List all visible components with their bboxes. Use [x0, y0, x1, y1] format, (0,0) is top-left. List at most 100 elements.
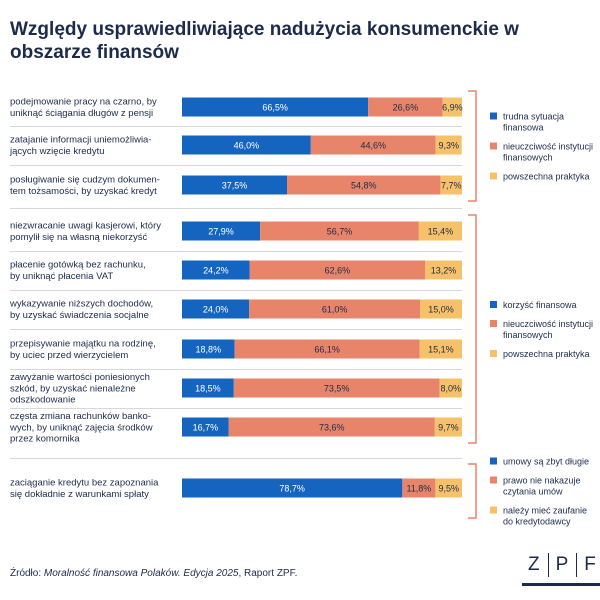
- data-label: 24,0%: [203, 305, 229, 315]
- bar-segment-2: [260, 221, 419, 241]
- bar-segment-2: [402, 478, 436, 498]
- bar-segment-1: [182, 260, 250, 280]
- legend-label: nieuczciwość instytucji finansowych: [503, 142, 593, 163]
- data-label: 18,5%: [195, 384, 221, 394]
- legend-swatch-2: [490, 320, 497, 327]
- data-label: 26,6%: [393, 103, 419, 113]
- chart-title: Względy usprawiedliwiające nadużycia kon…: [10, 19, 519, 63]
- legend-swatch-2: [490, 142, 497, 150]
- logo-underline: [522, 583, 600, 586]
- group-bracket: [468, 463, 477, 519]
- legend-swatch-1: [490, 457, 497, 465]
- bar-segment-3: [440, 175, 462, 195]
- bar-segment-1: [182, 221, 261, 241]
- bar-segment-3: [420, 299, 462, 319]
- data-label: 62,6%: [325, 266, 351, 276]
- bar-segment-1: [182, 378, 234, 398]
- data-label: 37,5%: [222, 181, 248, 191]
- bar-segment-3: [419, 339, 462, 359]
- bar-segment-3: [442, 97, 462, 117]
- data-label: 13,2%: [431, 266, 457, 276]
- logo-separator: [576, 553, 578, 577]
- source-title: Moralność finansowa Polaków. Edycja 2025: [43, 568, 239, 579]
- bar-segment-1: [182, 135, 311, 155]
- bar-segment-1: [182, 97, 369, 117]
- category-label: płacenie gotówką bez rachunku, by uniknąć…: [10, 260, 146, 282]
- bar-segment-3: [435, 478, 462, 498]
- data-label: 27,9%: [208, 227, 234, 237]
- legend-swatch-3: [490, 350, 497, 357]
- legend-label: korzyść finansowa: [503, 300, 577, 310]
- bar-segment-2: [228, 417, 435, 437]
- bar-segment-1: [182, 175, 287, 195]
- zpf-logo: Z P F: [528, 551, 597, 579]
- data-label: 18,8%: [196, 345, 222, 355]
- bar-segment-3: [434, 417, 462, 437]
- group-bracket: [468, 90, 477, 202]
- legend-swatch-2: [490, 476, 497, 484]
- data-label: 61,0%: [322, 305, 348, 315]
- legend-swatch-3: [490, 172, 497, 180]
- data-label: 9,5%: [438, 484, 459, 494]
- bar-segment-1: [182, 478, 403, 498]
- bar-segment-3: [439, 378, 462, 398]
- legend-swatch-3: [490, 506, 497, 514]
- bar-segment-2: [234, 339, 420, 359]
- source-prefix: Źródło:: [10, 568, 44, 579]
- data-label: 24,2%: [203, 266, 229, 276]
- data-label: 9,7%: [438, 423, 459, 433]
- legend-swatch-1: [490, 112, 497, 120]
- data-label: 7,7%: [441, 181, 462, 191]
- data-label: 56,7%: [327, 227, 353, 237]
- legend-label: trudna sytuacja finansowa: [503, 112, 564, 133]
- category-label: niezwracanie uwagi kasjerowi, który pomyl…: [10, 221, 161, 243]
- data-label: 9,3%: [438, 141, 459, 151]
- data-label: 66,5%: [262, 103, 288, 113]
- legend-label: prawo nie nakazuje czytania umów: [503, 476, 581, 497]
- category-label: zaciąganie kredytu bez zapoznania się dok…: [10, 478, 159, 500]
- legend-label: nieuczciwość instytucji finansowych: [503, 319, 593, 340]
- data-label: 54,8%: [351, 181, 377, 191]
- bar-segment-2: [310, 135, 436, 155]
- data-label: 15,1%: [428, 345, 454, 355]
- category-label: podejmowanie pracy na czarno, by uniknąć …: [10, 97, 157, 119]
- data-label: 15,0%: [428, 305, 454, 315]
- legend-swatch-1: [490, 301, 497, 308]
- bar-segment-3: [425, 260, 462, 280]
- logo-separator: [547, 553, 549, 577]
- data-label: 66,1%: [314, 345, 340, 355]
- data-label: 11,8%: [406, 484, 431, 494]
- bar-segment-3: [418, 221, 462, 241]
- legend-label: powszechna praktyka: [503, 349, 590, 359]
- data-label: 46,0%: [234, 141, 260, 151]
- data-label: 78,7%: [279, 484, 305, 494]
- data-label: 16,7%: [193, 423, 219, 433]
- data-label: 8,0%: [441, 384, 462, 394]
- legend-label: powszechna praktyka: [503, 172, 590, 182]
- source-note: Źródło: Moralność finansowa Polaków. Edy…: [10, 568, 297, 579]
- data-label: 44,6%: [360, 141, 386, 151]
- bar-segment-3: [435, 135, 462, 155]
- bar-segment-1: [182, 339, 235, 359]
- category-label: wykazywanie niższych dochodów, by uzyskać…: [9, 299, 153, 321]
- category-label: posługiwanie się cudzym dokumen-tem tożs…: [10, 175, 160, 197]
- bar-segment-2: [368, 97, 443, 117]
- group-bracket: [468, 214, 477, 444]
- logo-letter-p: P: [555, 554, 570, 575]
- legend-label: należy mieć zaufanie do kredytodawcy: [503, 506, 587, 527]
- bar-segment-2: [233, 378, 440, 398]
- data-label: 6,9%: [442, 103, 463, 113]
- category-label: częsta zmiana rachunków banko-wych, by u…: [9, 411, 153, 444]
- bar-segment-1: [182, 299, 250, 319]
- legend-label: umowy są zbyt długie: [503, 457, 589, 467]
- bar-segment-2: [249, 299, 420, 319]
- category-label: zatajanie informacji uniemożliwia-jących…: [9, 135, 152, 157]
- bar-segment-2: [249, 260, 426, 280]
- data-label: 73,6%: [319, 423, 345, 433]
- category-label: przepisywanie majątku na rodzinę, by ucie…: [10, 339, 156, 361]
- bar-segment-1: [182, 417, 229, 437]
- logo-letter-f: F: [584, 554, 597, 575]
- data-label: 15,4%: [428, 227, 454, 237]
- bar-segment-2: [287, 175, 441, 195]
